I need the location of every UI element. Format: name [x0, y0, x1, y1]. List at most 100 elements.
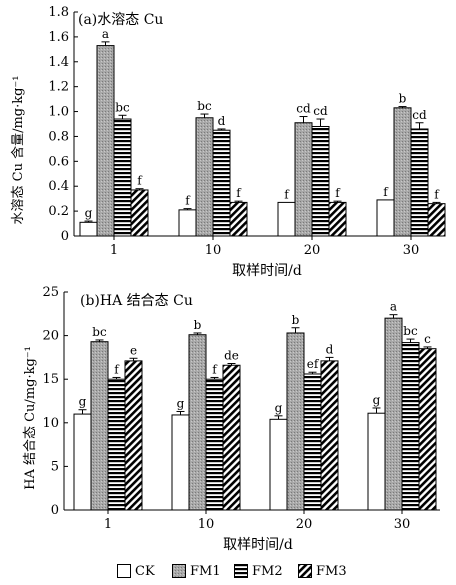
legend-swatch-ck	[117, 564, 131, 578]
legend-item-fm2: FM2	[234, 562, 283, 580]
panel-a-bar-fm3-10	[229, 201, 248, 237]
panel-a-sig-label: bc	[197, 99, 212, 113]
panel-a-bar-fm1-1	[96, 45, 115, 237]
panel-a-sig-label: a	[102, 27, 109, 41]
panel-b-x-tick-label: 20	[296, 517, 313, 532]
panel-b-y-tick-label: 20	[42, 329, 59, 344]
panel-b-bar-fm2-30	[401, 342, 420, 511]
legend: CK FM1 FM2 FM3	[0, 560, 456, 582]
panel-b-sig-label: f	[114, 362, 120, 376]
panel-a-bar-fm2-1	[113, 118, 132, 237]
panel-a-bar-fm1-20	[294, 122, 313, 237]
panel-b-bar-fm3-30	[418, 348, 437, 511]
panel-b-sig-label: g	[177, 396, 185, 410]
panel-b-x-tick-label: 30	[394, 517, 411, 532]
panel-a-sig-label: f	[185, 194, 191, 208]
panel-a-y-tick-label: 1.0	[48, 105, 69, 120]
panel-a-ylabel: 水溶态 Cu 含量/mg·kg⁻¹	[10, 75, 26, 224]
panel-b-sig-label: de	[224, 349, 239, 363]
panel-a-y-tick-label: 0.8	[48, 129, 69, 144]
panel-a-y-tick-label: 0.4	[48, 179, 69, 194]
panel-a-sig-label: g	[85, 206, 93, 220]
panel-b-bar-fm3-10	[222, 364, 241, 511]
panel-b-bar-fm2-20	[303, 373, 322, 511]
panel-a-y-tick-label: 1.8	[48, 5, 69, 20]
panel-a-bar-fm3-20	[328, 201, 347, 237]
panel-b: (b)HA 结合态 Cu HA 结合态 Cu/mg·kg⁻¹ 取样时间/d 0 5…	[23, 285, 440, 553]
panel-a-bar-ck-30	[376, 199, 395, 237]
panel-a: (a)水溶态 Cu 水溶态 Cu 含量/mg·kg⁻¹ 取样时间/d 0 0.2 0…	[10, 5, 446, 279]
panel-b-sig-label: g	[373, 393, 381, 407]
panel-b-sig-label: bc	[403, 324, 418, 338]
panel-b-bar-fm3-20	[320, 360, 339, 511]
panel-a-y-tick-label: 1.6	[48, 30, 69, 45]
panel-b-bar-fm2-1	[107, 378, 126, 511]
panel-a-sig-label: cd	[412, 108, 427, 122]
legend-swatch-fm2	[234, 564, 248, 578]
panel-b-y-tick-label: 0	[51, 503, 59, 518]
panel-b-x-tick-label: 1	[104, 517, 112, 532]
panel-b-sig-label: bc	[92, 325, 107, 339]
panel-a-sig-label: cd	[296, 102, 311, 116]
panel-a-y-tick-label: 1.2	[48, 80, 69, 95]
panel-b-sig-label: e	[130, 343, 137, 357]
legend-swatch-fm3	[298, 564, 312, 578]
panel-a-bar-ck-10	[178, 209, 197, 237]
panel-a-sig-label: d	[218, 114, 226, 128]
legend-swatch-fm1	[172, 564, 186, 578]
panel-b-sig-label: c	[424, 332, 431, 346]
panel-a-sig-label: f	[137, 174, 143, 188]
panel-a-bar-fm1-30	[393, 107, 412, 237]
panel-a-y-tick-label: 0	[61, 229, 69, 244]
legend-item-fm3: FM3	[298, 562, 347, 580]
panel-b-bar-ck-20	[269, 418, 288, 511]
panel-b-bar-fm1-1	[90, 341, 109, 511]
panel-b-bar-ck-1	[73, 413, 92, 511]
panel-b-bar-ck-30	[367, 412, 386, 511]
panel-b-sig-label: g	[79, 395, 87, 409]
panel-a-sig-label: f	[236, 186, 242, 200]
legend-label-fm1: FM1	[190, 563, 221, 579]
panel-a-y-tick-label: 0.6	[48, 154, 69, 169]
panel-a-bar-fm1-10	[195, 117, 214, 237]
panel-b-bar-fm1-30	[384, 317, 403, 511]
panel-b-xlabel: 取样时间/d	[223, 537, 293, 553]
legend-label-fm2: FM2	[252, 563, 283, 579]
panel-a-y-tick-label: 0.2	[48, 204, 69, 219]
panel-a-x-tick-label: 1	[110, 243, 118, 258]
panel-b-bar-fm2-10	[205, 378, 224, 511]
panel-a-bar-fm2-10	[212, 129, 231, 237]
panel-b-y-tick-label: 10	[42, 416, 59, 431]
panel-a-sig-label: f	[383, 185, 389, 199]
panel-b-ylabel: HA 结合态 Cu/mg·kg⁻¹	[23, 346, 38, 490]
panel-a-y-tick-label: 1.4	[48, 55, 69, 70]
panel-a-bar-fm2-20	[311, 125, 330, 237]
panel-b-bar-fm1-10	[188, 334, 207, 511]
panel-a-sig-label: f	[335, 186, 341, 200]
panel-a-sig-label: f	[284, 187, 290, 201]
panel-a-bar-fm3-30	[427, 203, 446, 237]
panel-a-sig-label: cd	[313, 104, 328, 118]
panel-a-bar-ck-1	[79, 221, 98, 237]
panel-b-y-tick-label: 5	[51, 459, 59, 474]
panel-a-bar-fm2-30	[410, 128, 429, 237]
panel-b-bar-fm3-1	[124, 360, 143, 511]
panel-b-sig-label: d	[326, 342, 334, 356]
panel-a-bar-ck-20	[277, 201, 296, 237]
panel-b-y-tick-label: 25	[42, 285, 59, 300]
panel-a-x-tick-label: 30	[403, 243, 420, 258]
panel-b-title: (b)HA 结合态 Cu	[80, 293, 193, 309]
panel-b-sig-label: a	[390, 300, 397, 314]
panel-b-bar-fm1-20	[286, 332, 305, 511]
panel-b-sig-label: b	[292, 313, 300, 327]
panel-b-sig-label: f	[212, 362, 218, 376]
panel-b-sig-label: g	[275, 401, 283, 415]
legend-item-fm1: FM1	[172, 562, 221, 580]
panel-a-sig-label: bc	[115, 100, 130, 114]
panel-b-sig-label: ef	[307, 357, 320, 371]
panel-b-sig-label: b	[194, 318, 202, 332]
panel-a-x-tick-label: 20	[304, 243, 321, 258]
panel-a-sig-label: b	[399, 92, 407, 106]
legend-label-ck: CK	[135, 563, 155, 579]
panel-b-y-tick-label: 15	[42, 372, 59, 387]
